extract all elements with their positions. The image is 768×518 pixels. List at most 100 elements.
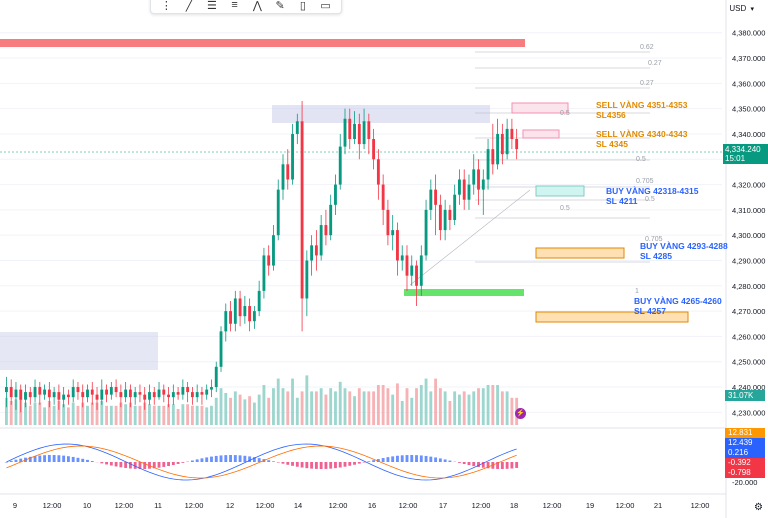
- volume-bar: [510, 397, 514, 425]
- volume-bar: [438, 388, 442, 425]
- macd-histogram-bar: [305, 462, 309, 469]
- macd-histogram-bar: [248, 456, 252, 462]
- y-tick-label: 4,230.000: [732, 408, 765, 417]
- macd-histogram-bar: [343, 462, 347, 467]
- volume-bar: [276, 378, 280, 425]
- macd-histogram-bar: [376, 459, 380, 462]
- fib-level-label: 0.5: [636, 156, 646, 163]
- settings-icon[interactable]: ⚙: [754, 502, 763, 513]
- entry-zone-box: [535, 311, 689, 323]
- candle-body: [243, 306, 247, 317]
- candle-body: [76, 387, 80, 393]
- candle-body: [391, 230, 395, 236]
- entry-zone-box: [535, 185, 585, 197]
- macd-histogram-bar: [124, 462, 128, 468]
- volume-bar: [467, 394, 471, 425]
- crosshair-icon[interactable]: ⋮: [160, 0, 172, 12]
- macd-histogram-bar: [133, 462, 137, 469]
- volume-bar: [238, 394, 242, 425]
- macd-histogram-bar: [252, 457, 256, 462]
- candle-body: [419, 255, 423, 286]
- candle-body: [491, 149, 495, 165]
- candle-body: [52, 392, 56, 398]
- fib-level-label: 0.705: [645, 236, 663, 243]
- candle-body: [66, 394, 70, 398]
- current-price-value: 4,334.240: [725, 144, 761, 154]
- text-icon[interactable]: ▭: [320, 0, 331, 12]
- candle-body: [19, 389, 23, 400]
- macd-histogram-bar: [405, 455, 409, 462]
- macd-histogram-bar: [467, 462, 471, 466]
- x-tick-label: 12:00: [329, 501, 348, 510]
- volume-bar: [367, 391, 371, 425]
- candle-body: [267, 255, 271, 266]
- horizontal-lines-icon[interactable]: ☰: [206, 0, 217, 12]
- brush-icon[interactable]: ✎: [275, 0, 285, 12]
- candle-body: [47, 389, 51, 398]
- candle-body: [396, 230, 399, 261]
- macd-histogram-bar: [496, 462, 500, 469]
- volume-bar: [272, 388, 275, 425]
- volume-bar: [105, 405, 108, 425]
- candle-body: [124, 389, 128, 398]
- annotation-stoploss: SL 4257: [634, 306, 666, 316]
- volume-bar: [133, 405, 137, 425]
- pattern-icon[interactable]: ⋀: [252, 0, 262, 12]
- fib-icon[interactable]: ≡: [231, 0, 238, 11]
- volume-bar: [152, 405, 156, 425]
- candle-body: [319, 225, 323, 256]
- x-tick-label: 14: [294, 501, 302, 510]
- macd-axis-label: -20.000: [732, 478, 757, 487]
- y-tick-label: 4,300.000: [732, 231, 765, 240]
- volume-bar: [500, 391, 504, 425]
- x-tick-label: 12:00: [115, 501, 134, 510]
- y-tick-label: 4,370.000: [732, 54, 765, 63]
- macd-histogram-bar: [219, 455, 223, 462]
- y-tick-label: 4,260.000: [732, 332, 765, 341]
- macd-histogram-bar: [62, 455, 66, 462]
- alert-icon[interactable]: ⚡: [515, 408, 526, 419]
- volume-bar: [372, 391, 376, 425]
- volume-bar: [462, 391, 466, 425]
- candle-body: [329, 204, 333, 236]
- candle-body: [472, 169, 476, 185]
- volume-bar: [281, 388, 285, 425]
- macd-histogram-bar: [143, 462, 147, 469]
- x-tick-label: 10: [83, 501, 91, 510]
- candle-body: [229, 311, 232, 324]
- volume-bar: [362, 391, 366, 425]
- volume-bar: [424, 378, 428, 425]
- volume-tag: 31.07K: [725, 390, 765, 401]
- volume-bar: [195, 405, 199, 425]
- volume-bar: [62, 404, 66, 425]
- x-tick-label: 16: [368, 501, 376, 510]
- candle-body: [105, 389, 108, 395]
- candle-body: [38, 387, 42, 395]
- candle-body: [462, 179, 466, 200]
- volume-bar: [443, 391, 447, 425]
- candle-body: [181, 387, 185, 395]
- candle-body: [372, 139, 376, 160]
- volume-bar: [353, 396, 356, 425]
- measure-icon[interactable]: ▯: [299, 0, 306, 12]
- volume-bar: [496, 385, 500, 425]
- macd-histogram-bar: [243, 455, 247, 462]
- volume-bar: [291, 378, 294, 425]
- candles-layer: [5, 101, 519, 413]
- macd-histogram-bar: [43, 455, 47, 462]
- macd-histogram-bar: [396, 455, 399, 462]
- volume-bar: [210, 405, 213, 425]
- candle-body: [496, 133, 500, 165]
- macd-histogram-bar: [152, 462, 156, 469]
- volume-bar: [386, 388, 390, 425]
- candle-body: [286, 164, 290, 180]
- macd-histogram-bar: [224, 455, 228, 462]
- currency-selector[interactable]: USD ▾: [729, 4, 754, 13]
- macd-histogram-bar: [66, 456, 70, 462]
- macd-histogram-bar: [100, 462, 104, 464]
- current-price-tag: 4,334.240 15:01: [723, 143, 768, 164]
- macd-histogram-bar: [286, 462, 290, 465]
- currency-label: USD: [729, 4, 747, 13]
- trend-line-icon[interactable]: ╱: [185, 0, 193, 12]
